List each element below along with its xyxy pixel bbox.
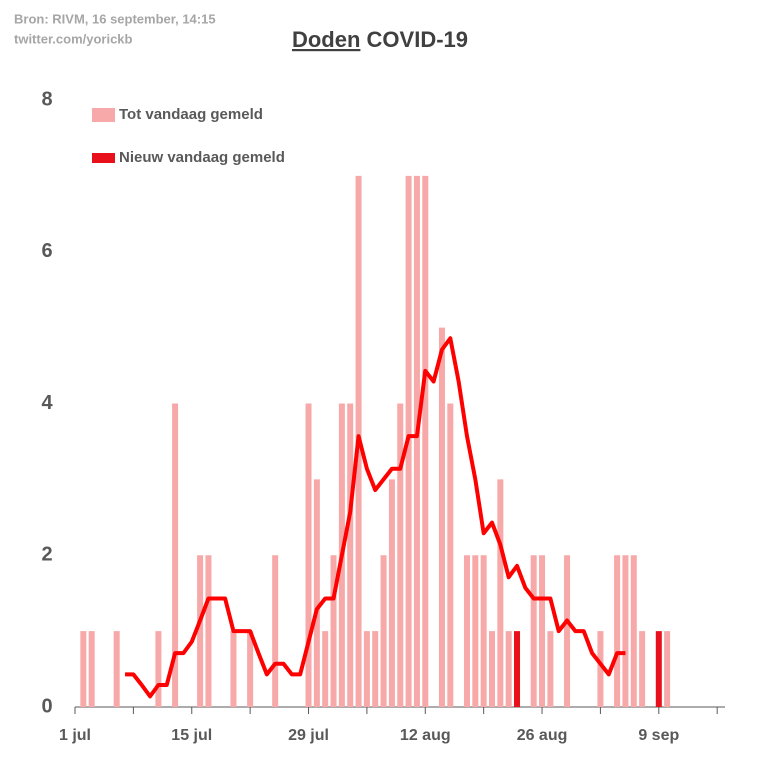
y-tick-label: 4	[41, 392, 53, 414]
bar	[197, 555, 204, 707]
bar	[497, 479, 504, 707]
bar	[372, 631, 379, 707]
bar	[347, 403, 354, 707]
bar	[664, 631, 671, 707]
bar	[622, 555, 629, 707]
bar	[313, 479, 320, 707]
title-part: Doden	[292, 27, 360, 52]
title-part: COVID-19	[367, 27, 468, 52]
bar	[380, 555, 387, 707]
bar	[655, 631, 662, 707]
bar	[272, 555, 279, 707]
bar	[564, 555, 571, 707]
bar	[597, 631, 604, 707]
legend-swatch	[92, 108, 115, 122]
bar	[422, 175, 429, 707]
bar	[530, 555, 537, 707]
bar	[505, 631, 512, 707]
bar	[330, 555, 337, 707]
y-tick-label: 6	[41, 240, 52, 262]
legend-label: Nieuw vandaag gemeld	[119, 149, 285, 166]
bar	[113, 631, 120, 707]
bar	[80, 631, 87, 707]
bar	[547, 631, 554, 707]
bar	[305, 403, 312, 707]
bar	[472, 555, 479, 707]
x-tick-label: 12 aug	[400, 727, 451, 744]
x-tick-label: 1 jul	[59, 727, 91, 744]
bar	[230, 631, 237, 707]
legend-label: Tot vandaag gemeld	[119, 106, 263, 123]
bar	[630, 555, 637, 707]
y-tick-label: 2	[41, 544, 52, 566]
bar	[489, 631, 495, 707]
chart-title: Doden COVID-19	[292, 27, 468, 52]
x-tick-label: 15 jul	[171, 727, 212, 744]
x-tick-label: 9 sep	[638, 727, 679, 744]
bar	[447, 403, 454, 707]
source: Bron: RIVM, 16 september, 14:15	[14, 11, 216, 26]
x-tick-label: 29 jul	[288, 727, 329, 744]
bar	[614, 555, 621, 707]
bar	[514, 631, 521, 707]
y-tick-label: 0	[41, 695, 52, 717]
bar	[88, 631, 95, 707]
bar	[480, 555, 487, 707]
legend-swatch	[92, 153, 115, 163]
y-tick-label: 8	[41, 88, 52, 110]
bar	[413, 175, 420, 707]
x-tick-label: 26 aug	[517, 727, 568, 744]
bar	[172, 403, 179, 707]
bar	[388, 479, 395, 707]
source: twitter.com/yorickb	[14, 31, 133, 46]
bar	[363, 631, 370, 707]
bar	[322, 631, 329, 707]
bar	[247, 631, 254, 707]
bar	[155, 631, 162, 707]
bar	[463, 555, 470, 707]
bar	[397, 403, 404, 707]
bar	[639, 631, 646, 707]
bar	[438, 327, 445, 707]
bar	[539, 555, 546, 707]
line	[125, 336, 626, 699]
bar	[205, 555, 212, 707]
